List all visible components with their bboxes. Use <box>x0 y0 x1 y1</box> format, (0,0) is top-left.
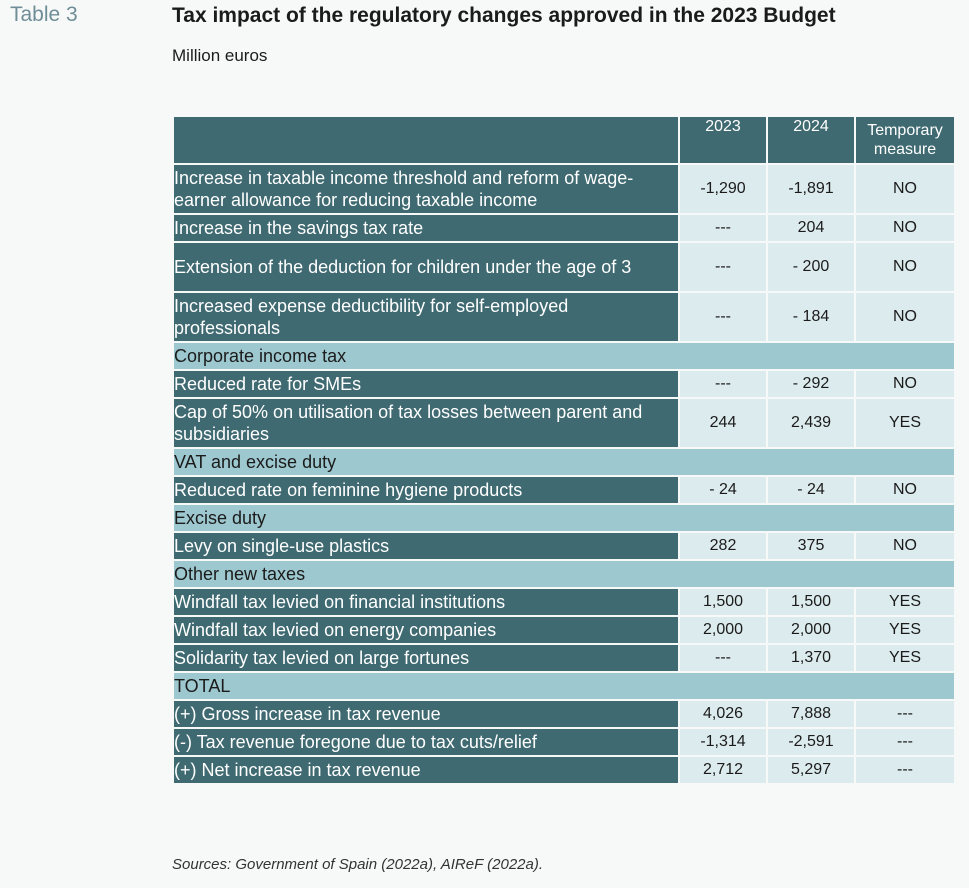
value-2023: 282 <box>680 533 766 559</box>
table-row: (-) Tax revenue foregone due to tax cuts… <box>174 729 954 755</box>
temporary-measure-value: NO <box>856 477 954 503</box>
row-label: Windfall tax levied on energy companies <box>174 617 678 643</box>
value-2023: 2,712 <box>680 757 766 783</box>
column-header-2024: 2024 <box>768 117 854 163</box>
section-label: Excise duty <box>174 505 954 531</box>
row-label: Reduced rate for SMEs <box>174 371 678 397</box>
table-row: Windfall tax levied on energy companies 2… <box>174 617 954 643</box>
temporary-measure-value: YES <box>856 645 954 671</box>
value-2023: 2,000 <box>680 617 766 643</box>
value-2024: 2,000 <box>768 617 854 643</box>
table-row: Increase in the savings tax rate --- 204 NO <box>174 215 954 241</box>
table-row: (+) Net increase in tax revenue 2,712 5,29… <box>174 757 954 783</box>
header-row: 2023 2024 Temporary measure <box>174 117 954 163</box>
temporary-measure-value: NO <box>856 371 954 397</box>
temporary-measure-value: YES <box>856 399 954 447</box>
table-row: Solidarity tax levied on large fortunes -… <box>174 645 954 671</box>
column-header-temporary-measure: Temporary measure <box>856 117 954 163</box>
table-row: Reduced rate on feminine hygiene product… <box>174 477 954 503</box>
temporary-measure-value: --- <box>856 701 954 727</box>
row-label: Reduced rate on feminine hygiene product… <box>174 477 678 503</box>
value-2024: 204 <box>768 215 854 241</box>
value-2023: 4,026 <box>680 701 766 727</box>
table-row: Extension of the deduction for children … <box>174 243 954 291</box>
table-subtitle: Million euros <box>172 46 268 65</box>
table-row: Reduced rate for SMEs --- - 292 NO <box>174 371 954 397</box>
value-2023: --- <box>680 215 766 241</box>
table-body: Increase in taxable income threshold and… <box>174 165 954 783</box>
section-row: Excise duty <box>174 505 954 531</box>
row-label: Windfall tax levied on financial institu… <box>174 589 678 615</box>
row-label: (+) Gross increase in tax revenue <box>174 701 678 727</box>
value-2024: 1,370 <box>768 645 854 671</box>
value-2024: 1,500 <box>768 589 854 615</box>
row-label: Increase in taxable income threshold and… <box>174 165 678 213</box>
column-header-2023: 2023 <box>680 117 766 163</box>
row-label: (+) Net increase in tax revenue <box>174 757 678 783</box>
table-row: Increase in taxable income threshold and… <box>174 165 954 213</box>
section-label: Other new taxes <box>174 561 954 587</box>
value-2023: --- <box>680 371 766 397</box>
section-row: TOTAL <box>174 673 954 699</box>
table-row: Cap of 50% on utilisation of tax losses … <box>174 399 954 447</box>
row-label: Extension of the deduction for children … <box>174 243 678 291</box>
temporary-measure-value: NO <box>856 165 954 213</box>
section-label: Corporate income tax <box>174 343 954 369</box>
row-label: Solidarity tax levied on large fortunes <box>174 645 678 671</box>
value-2023: - 24 <box>680 477 766 503</box>
temporary-measure-value: YES <box>856 617 954 643</box>
table-row: Increased expense deductibility for self… <box>174 293 954 341</box>
section-row: VAT and excise duty <box>174 449 954 475</box>
temporary-measure-value: YES <box>856 589 954 615</box>
value-2023: 244 <box>680 399 766 447</box>
value-2024: - 292 <box>768 371 854 397</box>
tax-impact-table: 2023 2024 Temporary measure Increase in … <box>172 115 956 785</box>
value-2024: 7,888 <box>768 701 854 727</box>
value-2023: 1,500 <box>680 589 766 615</box>
temporary-measure-value: NO <box>856 533 954 559</box>
row-label: Cap of 50% on utilisation of tax losses … <box>174 399 678 447</box>
table-row: (+) Gross increase in tax revenue 4,026 7,… <box>174 701 954 727</box>
section-label: VAT and excise duty <box>174 449 954 475</box>
temporary-measure-value: NO <box>856 215 954 241</box>
row-label: Increased expense deductibility for self… <box>174 293 678 341</box>
row-label: Levy on single-use plastics <box>174 533 678 559</box>
value-2024: - 200 <box>768 243 854 291</box>
section-label: TOTAL <box>174 673 954 699</box>
value-2024: 5,297 <box>768 757 854 783</box>
value-2024: 2,439 <box>768 399 854 447</box>
temporary-measure-value: --- <box>856 757 954 783</box>
row-label: Increase in the savings tax rate <box>174 215 678 241</box>
value-2023: --- <box>680 293 766 341</box>
value-2024: 375 <box>768 533 854 559</box>
value-2024: -1,891 <box>768 165 854 213</box>
table-row: Levy on single-use plastics 282 375 NO <box>174 533 954 559</box>
value-2023: --- <box>680 243 766 291</box>
temporary-measure-value: NO <box>856 293 954 341</box>
temporary-measure-value: --- <box>856 729 954 755</box>
value-2023: --- <box>680 645 766 671</box>
value-2024: -2,591 <box>768 729 854 755</box>
temporary-measure-value: NO <box>856 243 954 291</box>
value-2024: - 184 <box>768 293 854 341</box>
row-label: (-) Tax revenue foregone due to tax cuts… <box>174 729 678 755</box>
section-row: Other new taxes <box>174 561 954 587</box>
sources-note: Sources: Government of Spain (2022a), AI… <box>172 856 544 873</box>
table-row: Windfall tax levied on financial institu… <box>174 589 954 615</box>
header-blank-cell <box>174 117 678 163</box>
value-2023: -1,290 <box>680 165 766 213</box>
table-number-label: Table 3 <box>10 3 78 26</box>
value-2024: - 24 <box>768 477 854 503</box>
table-title: Tax impact of the regulatory changes app… <box>172 4 836 27</box>
section-row: Corporate income tax <box>174 343 954 369</box>
value-2023: -1,314 <box>680 729 766 755</box>
